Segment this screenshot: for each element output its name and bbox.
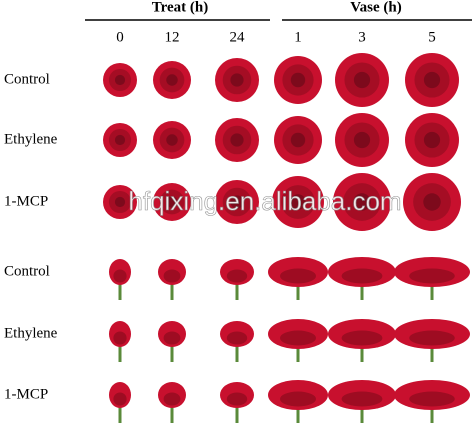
rose-center: [230, 195, 244, 209]
rose-center: [290, 132, 306, 148]
row-label: Ethylene: [4, 325, 58, 341]
rose-shade: [163, 392, 181, 406]
rose-shade: [226, 269, 248, 283]
rose-center: [353, 131, 371, 149]
time-label: 5: [428, 29, 436, 45]
rose-grid: [103, 53, 470, 423]
rose-center: [230, 133, 244, 147]
row-label: Control: [4, 71, 50, 87]
row-label: Control: [4, 263, 50, 279]
rose-center: [166, 196, 178, 208]
rose-shade: [341, 391, 383, 407]
time-label: 12: [165, 29, 180, 45]
rose-shade: [341, 268, 383, 284]
rose-center: [114, 196, 126, 208]
rose-shade: [409, 268, 455, 284]
time-label: 3: [358, 29, 366, 45]
rose-shade: [409, 391, 455, 407]
rose-shade: [113, 269, 127, 283]
rose-center: [166, 74, 178, 86]
rose-shade: [113, 392, 127, 406]
time-label: 24: [230, 29, 246, 45]
rose-shade: [163, 269, 181, 283]
watermark: hfqixing.en.alibaba.com: [128, 186, 401, 216]
rose-shade: [341, 330, 383, 346]
rose-shade: [226, 392, 248, 406]
rose-shade: [280, 391, 316, 407]
rose-shade: [113, 331, 127, 345]
row-label: Ethylene: [4, 131, 58, 147]
rose-center: [423, 71, 441, 89]
rose-center: [114, 74, 126, 86]
row-label: 1-MCP: [4, 193, 48, 209]
rose-center: [114, 134, 126, 146]
rose-center: [166, 134, 178, 146]
rose-center: [290, 194, 306, 210]
time-label: 0: [116, 29, 124, 45]
rose-center: [423, 193, 441, 211]
group-label: Treat (h): [152, 0, 209, 15]
rose-shade: [226, 331, 248, 345]
time-label: 1: [294, 29, 302, 45]
row-label: 1-MCP: [4, 386, 48, 402]
rose-shade: [163, 331, 181, 345]
rose-center: [423, 131, 441, 149]
rose-shade: [409, 330, 455, 346]
rose-center: [230, 73, 244, 87]
rose-center: [353, 71, 371, 89]
rose-shade: [280, 268, 316, 284]
rose-shade: [280, 330, 316, 346]
rose-center: [353, 193, 371, 211]
rose-center: [290, 72, 306, 88]
group-label: Vase (h): [350, 0, 402, 15]
